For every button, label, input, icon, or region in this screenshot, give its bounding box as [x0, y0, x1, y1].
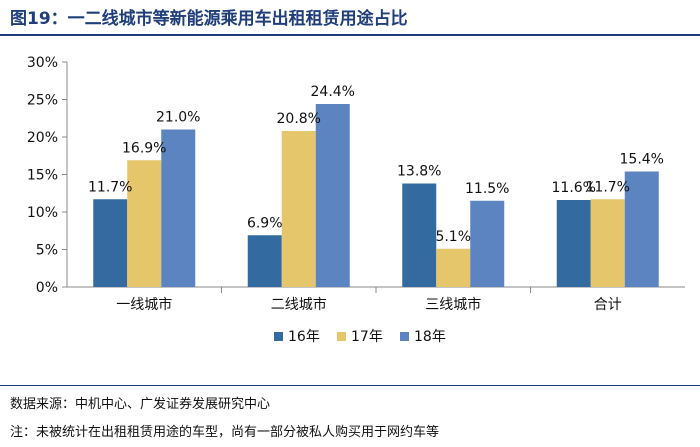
bar [590, 199, 625, 287]
data-label: 15.4% [620, 152, 664, 168]
legend-swatch [337, 332, 346, 341]
x-tick-label: 三线城市 [425, 296, 481, 313]
bars [93, 104, 659, 287]
bar [161, 129, 196, 287]
data-label: 21.0% [156, 110, 200, 126]
data-label: 24.4% [311, 84, 355, 100]
bar-chart: 0% 5% 10% 15% 20% 25% 30% 一线城市 二线城市 三线城市 合计 11.7%… [27, 55, 685, 345]
y-tick-label: 15% [27, 168, 58, 184]
legend-swatch [274, 332, 283, 341]
bar [436, 248, 471, 287]
legend-label: 17年 [351, 329, 383, 345]
bar [127, 160, 162, 287]
data-label: 20.8% [277, 111, 321, 127]
x-tick-label: 一线城市 [116, 296, 172, 313]
data-label: 11.7% [586, 179, 630, 195]
source-note: 数据来源：中机中心、广发证券发展研究中心 [10, 397, 271, 412]
bar [556, 200, 591, 287]
legend-label: 18年 [414, 329, 446, 345]
bar [315, 104, 350, 287]
y-axis: 0% 5% 10% 15% 20% 25% 30% [27, 55, 68, 296]
data-label: 11.6% [552, 180, 596, 196]
y-tick-label: 30% [27, 55, 58, 71]
footer-rule [0, 385, 700, 386]
data-label: 11.7% [88, 179, 132, 195]
legend-swatch [400, 332, 409, 341]
data-label: 16.9% [122, 140, 166, 156]
data-label: 13.8% [397, 164, 441, 180]
footnote: 注：未被统计在出租租赁用途的车型，尚有一部分被私人购买用于网约车等 [10, 425, 440, 440]
bar-labels: 11.7% 16.9% 21.0% 6.9% 20.8% 24.4% 13.8% 5.1% 11… [88, 84, 664, 245]
bar [402, 183, 437, 287]
y-tick-label: 25% [27, 93, 58, 109]
title-rule [0, 34, 700, 36]
data-label: 5.1% [435, 229, 471, 245]
y-tick-label: 10% [27, 205, 58, 221]
bar [247, 235, 282, 287]
bar [281, 131, 316, 287]
bar [93, 199, 128, 287]
y-tick-label: 20% [27, 130, 58, 146]
bar [470, 200, 505, 287]
page-title: 图19：一二线城市等新能源乘用车出租租赁用途占比 [10, 9, 408, 29]
x-axis: 一线城市 二线城市 三线城市 合计 [67, 286, 685, 313]
legend-label: 16年 [288, 329, 320, 345]
title-bar: 图19：一二线城市等新能源乘用车出租租赁用途占比 [0, 0, 700, 34]
data-label: 11.5% [465, 181, 509, 197]
legend: 16年 17年 18年 [274, 329, 446, 345]
y-tick-label: 5% [36, 243, 58, 259]
x-tick-label: 合计 [594, 297, 622, 313]
data-label: 6.9% [247, 215, 283, 231]
bar [624, 171, 659, 287]
y-tick-label: 0% [36, 280, 58, 296]
x-tick-label: 二线城市 [271, 296, 327, 313]
